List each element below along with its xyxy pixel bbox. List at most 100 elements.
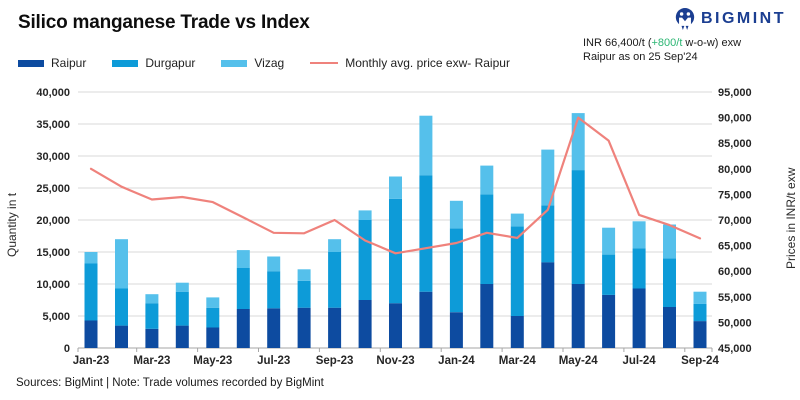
bar-segment-durgapur	[571, 170, 585, 284]
bar-segment-durgapur	[175, 291, 189, 326]
bar-segment-raipur	[175, 325, 189, 348]
bar-segment-durgapur	[328, 252, 342, 308]
y-left-tick-label: 0	[64, 343, 70, 355]
y-left-tick-label: 15,000	[36, 247, 70, 259]
y-right-tick-label: 75,000	[718, 189, 752, 201]
x-tick-label: May-23	[193, 355, 232, 367]
x-tick-label: Mar-24	[499, 355, 537, 367]
bar-segment-raipur	[236, 309, 250, 348]
bar-segment-vizag	[206, 297, 220, 308]
price-line-swatch	[310, 61, 339, 65]
price-change: +800/t	[651, 37, 683, 49]
bar-segment-durgapur	[693, 303, 707, 322]
bigmint-logo-icon	[675, 8, 695, 30]
legend-label-raipur: Raipur	[51, 56, 87, 70]
price-line	[89, 116, 702, 255]
bar-segment-raipur	[541, 262, 555, 348]
legend-item-durgapur: Durgapur	[112, 56, 195, 70]
y-left-tick-label: 25,000	[36, 183, 70, 195]
bar-segment-raipur	[632, 288, 646, 348]
bar-segment-raipur	[449, 312, 463, 348]
bar-segment-vizag	[115, 239, 128, 289]
y-right-tick-label: 45,000	[718, 343, 752, 355]
y-left-tick-label: 10,000	[36, 279, 70, 291]
bar-segment-durgapur	[602, 254, 616, 295]
y-left-tick-label: 30,000	[36, 151, 70, 163]
y-right-tick-label: 80,000	[718, 164, 752, 176]
y-right-tick-label: 60,000	[718, 266, 752, 278]
bar-segment-vizag	[267, 256, 281, 272]
bar-segment-durgapur	[145, 303, 159, 329]
y-right-tick-label: 95,000	[718, 87, 752, 99]
bar-segment-raipur	[115, 325, 128, 348]
y-right-tick-label: 55,000	[718, 292, 752, 304]
y-right-tick-label: 50,000	[718, 317, 752, 329]
bar-segment-durgapur	[419, 175, 433, 292]
bar-segment-vizag	[358, 210, 372, 220]
bar-segment-durgapur	[206, 307, 220, 328]
bar-segment-raipur	[419, 291, 433, 348]
vizag-swatch	[221, 59, 248, 67]
bar-segment-vizag	[84, 252, 98, 264]
bigmint-logo-text: BIGMINT	[700, 10, 786, 27]
bar-segment-durgapur	[541, 205, 555, 263]
y-right-tick-label: 70,000	[718, 215, 752, 227]
trade-vs-index-chart: 0 5,000 10,000 15,000 20,000 25,000 30,000 35,0…	[36, 87, 752, 367]
bar-segment-raipur	[389, 303, 402, 348]
bar-segment-durgapur	[480, 194, 494, 284]
y-right-tick-label: 65,000	[718, 241, 752, 253]
bar-segment-vizag	[419, 115, 433, 176]
legend-label-price-line: Monthly avg. price exw- Raipur	[345, 56, 510, 70]
bar-segment-raipur	[663, 307, 676, 348]
bar-segment-raipur	[84, 320, 98, 348]
bar-segment-durgapur	[632, 248, 646, 289]
source-note: Sources: BigMint | Note: Trade volumes r…	[16, 377, 324, 389]
y-right-tick-label: 90,000	[718, 113, 752, 125]
durgapur-swatch	[112, 59, 139, 67]
bar-segment-vizag	[145, 294, 159, 304]
price-note-line2: Raipur as on 25 Sep'24	[583, 50, 698, 63]
legend: Raipur Durgapur Vizag Monthly avg. price…	[18, 56, 510, 70]
bar-segment-durgapur	[267, 271, 281, 309]
bar-segment-raipur	[297, 307, 311, 348]
bar-segment-raipur	[510, 316, 524, 348]
x-tick-label: Jan-24	[438, 355, 475, 367]
bar-segment-durgapur	[389, 198, 402, 304]
bar-segment-vizag	[175, 282, 189, 292]
y-right-tick-label: 85,000	[718, 138, 752, 150]
page-title: Silico manganese Trade vs Index	[18, 12, 310, 33]
bar-segment-raipur	[145, 328, 159, 348]
bar-segment-raipur	[358, 300, 372, 348]
y-left-tick-label: 40,000	[36, 87, 70, 99]
bar-segment-durgapur	[358, 220, 372, 300]
bar-segment-durgapur	[663, 258, 676, 307]
legend-label-vizag: Vizag	[254, 56, 285, 70]
bar-segment-vizag	[693, 291, 707, 304]
x-tick-label: Jul-23	[257, 355, 290, 367]
y-left-tick-label: 35,000	[36, 119, 70, 131]
x-tick-label: Jul-24	[622, 355, 656, 367]
bar-segment-vizag	[632, 221, 646, 249]
bar-segment-durgapur	[115, 288, 128, 326]
legend-label-durgapur: Durgapur	[145, 56, 196, 70]
x-tick-label: Mar-23	[133, 355, 170, 367]
bar-segment-vizag	[236, 250, 250, 268]
price-note: INR 66,400/t (+800/t w-o-w) exw Raipur a…	[583, 37, 741, 64]
x-tick-label: Jan-23	[73, 355, 109, 367]
bar-segment-raipur	[602, 294, 616, 348]
bar-segment-raipur	[267, 308, 281, 348]
bar-segment-durgapur	[297, 280, 311, 308]
bar-segment-durgapur	[449, 228, 463, 313]
bar-segment-vizag	[510, 213, 524, 227]
legend-item-vizag: Vizag	[221, 56, 284, 70]
bar-segment-vizag	[328, 239, 342, 252]
bigmint-logo: BIGMINT	[674, 7, 786, 31]
x-tick-label: Nov-23	[376, 355, 414, 367]
bar-segment-vizag	[449, 200, 463, 229]
bar-segment-durgapur	[84, 263, 98, 321]
y-left-tick-label: 20,000	[36, 215, 70, 227]
x-tick-label: May-24	[559, 355, 599, 367]
bar-segment-vizag	[480, 165, 494, 195]
price-note-prefix: INR 66,400/t (	[583, 37, 652, 49]
bar-segment-vizag	[389, 176, 402, 199]
